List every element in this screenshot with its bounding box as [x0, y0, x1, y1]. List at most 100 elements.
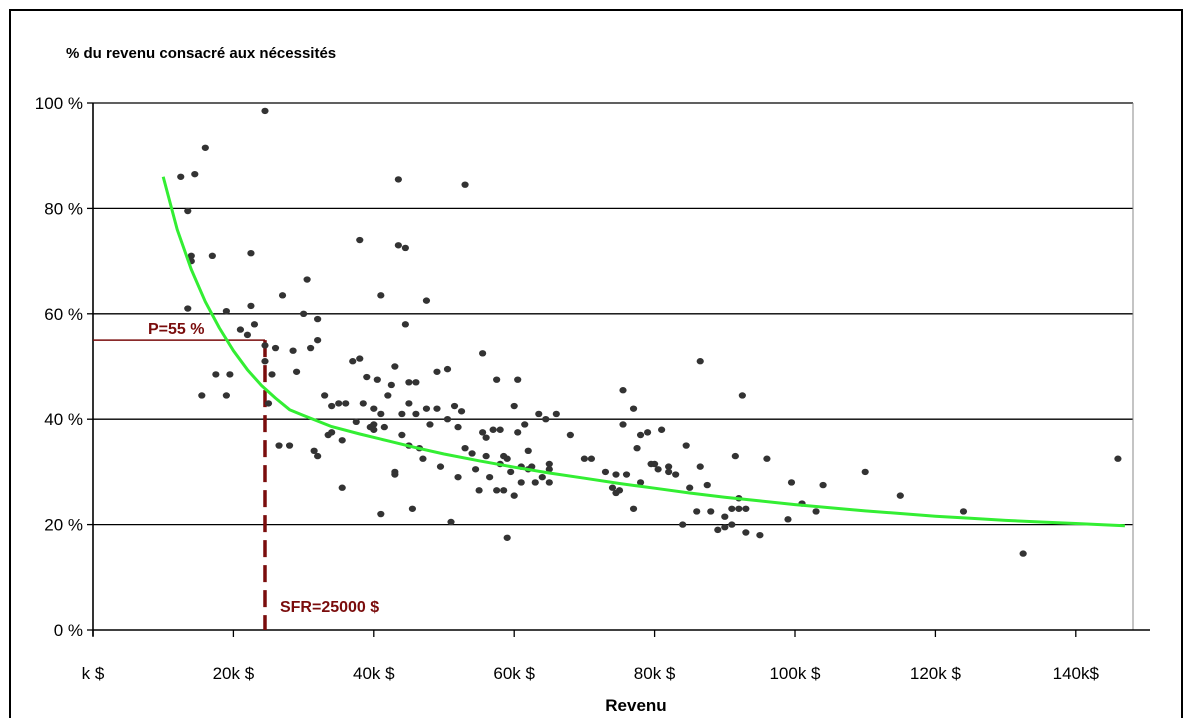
scatter-point: [535, 410, 543, 418]
annotation-lines: [93, 339, 267, 630]
scatter-point: [300, 310, 308, 317]
scatter-point: [292, 368, 301, 375]
scatter-point: [601, 468, 610, 476]
p-annotation-label: P=55 %: [148, 321, 204, 338]
scatter-point: [391, 363, 399, 370]
scatter-point: [731, 452, 739, 460]
scatter-point: [619, 387, 627, 394]
scatter-point: [507, 468, 515, 476]
annotation-labels: P=55 % SFR=25000 $: [148, 321, 379, 616]
scatter-point: [307, 344, 315, 352]
scatter-point: [643, 429, 652, 436]
scatter-point: [510, 402, 518, 410]
scatter-point: [405, 400, 413, 407]
scatter-point: [521, 421, 529, 428]
scatter-point: [422, 297, 431, 304]
scatter-point: [377, 510, 385, 518]
scatter-point: [633, 444, 641, 452]
x-tick-label: 20k $: [213, 664, 255, 683]
scatter-point: [271, 344, 280, 352]
scatter-point: [433, 368, 441, 375]
scatter-point: [686, 484, 694, 491]
x-tick-label: 140k$: [1053, 664, 1100, 683]
scatter-point: [665, 468, 673, 476]
scatter-point: [226, 371, 234, 378]
scatter-point: [959, 508, 968, 515]
scatter-point: [482, 434, 490, 441]
scatter-point: [479, 350, 487, 357]
scatter-point: [338, 437, 346, 444]
scatter-point: [247, 302, 255, 310]
scatter-point: [721, 524, 729, 531]
scatter-point: [314, 452, 322, 460]
scatter-point: [665, 463, 673, 470]
trend-curve: [161, 176, 1125, 528]
scatter-point: [566, 431, 574, 439]
scatter-point: [356, 355, 364, 362]
scatter-point: [682, 442, 690, 449]
scatter-point: [289, 347, 297, 354]
chart-title: % du revenu consacré aux nécessités: [66, 45, 336, 62]
scatter-point: [486, 473, 494, 481]
scatter-point: [443, 365, 452, 373]
scatter-point: [380, 423, 388, 431]
x-tick-label: 120k $: [910, 664, 962, 683]
scatter-point: [222, 307, 230, 315]
scatter-point: [261, 342, 269, 349]
scatter-point: [461, 181, 469, 188]
scatter-point: [191, 170, 199, 178]
chart-frame: [9, 9, 1183, 718]
scatter-point: [468, 450, 476, 457]
axes: [87, 102, 1150, 637]
scatter-point: [338, 484, 346, 491]
scatter-point: [545, 479, 553, 486]
scatter-point: [528, 463, 536, 470]
scatter-point: [377, 410, 385, 418]
scatter-point: [658, 426, 666, 433]
scatter-point: [356, 236, 364, 244]
y-tick-label: 60 %: [44, 305, 83, 324]
scatter-point: [693, 508, 701, 515]
scatter-point: [1019, 550, 1027, 557]
scatter-point: [321, 392, 329, 399]
scatter-point: [608, 484, 617, 491]
scatter-point: [728, 505, 736, 512]
scatter-point: [401, 244, 409, 252]
scatter-point: [328, 402, 336, 410]
scatter-point: [696, 358, 704, 365]
scatter-point: [742, 529, 750, 536]
scatter-point: [177, 173, 185, 180]
scatter-point: [243, 331, 252, 339]
scatter-point: [436, 463, 445, 470]
scatter-point: [373, 376, 381, 383]
scatter-point: [184, 207, 192, 215]
grid: [93, 102, 1133, 526]
scatter-point: [636, 431, 645, 439]
scatter-point: [738, 392, 746, 399]
scatter-point: [398, 410, 406, 418]
scatter-point: [412, 379, 420, 386]
scatter-point: [587, 455, 596, 462]
y-tick-label: 40 %: [44, 410, 83, 429]
scatter-point: [264, 400, 273, 407]
scatter-point: [812, 508, 820, 515]
scatter-point: [552, 410, 560, 418]
scatter-point: [679, 521, 687, 528]
scatter-point: [422, 405, 431, 412]
scatter-point: [261, 358, 269, 365]
scatter-point: [352, 418, 360, 426]
scatter-point: [482, 452, 490, 460]
scatter-point: [208, 252, 216, 260]
scatter-point: [408, 505, 417, 512]
scatter-point: [391, 471, 399, 478]
scatter-point: [500, 487, 508, 494]
scatter-point: [401, 321, 409, 328]
scatter-point: [612, 471, 620, 478]
scatter-point: [580, 455, 589, 462]
x-tick-label: 80k $: [634, 664, 676, 683]
scatter-point: [454, 423, 462, 431]
scatter-point: [728, 521, 736, 528]
scatter-point: [622, 471, 631, 478]
scatter-point: [615, 487, 624, 494]
